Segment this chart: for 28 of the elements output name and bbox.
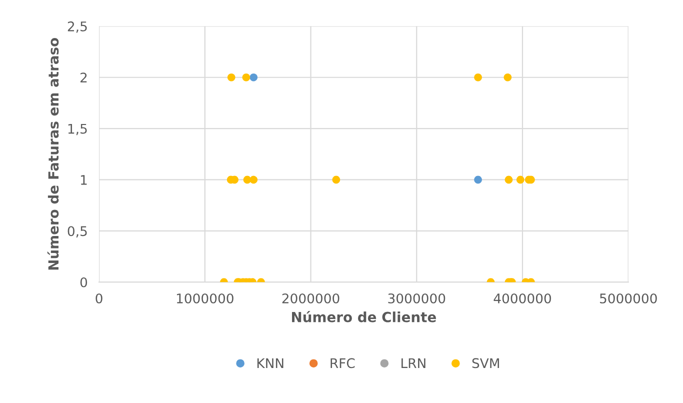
point (474, 73, 482, 82)
x-tick-label: 4000000 (494, 293, 551, 304)
point (332, 176, 340, 184)
point (504, 73, 512, 82)
point (474, 176, 482, 184)
x-tick-label: 2000000 (282, 293, 340, 304)
y-tick-label: 1,5 (68, 124, 87, 136)
point (250, 176, 258, 184)
point (227, 73, 236, 82)
point (504, 176, 513, 184)
y-tick-label: 2,5 (68, 21, 87, 33)
point (250, 73, 258, 82)
legend-label: KNN (257, 358, 284, 368)
legend-label: RFC (330, 358, 355, 368)
x-tick-label: 3000000 (388, 293, 446, 304)
y-tick-label: 0 (80, 277, 88, 288)
x-tick-label: 0 (96, 293, 102, 304)
x-axis-title: Número de Cliente (292, 310, 436, 322)
y-tick-label: 0,5 (68, 226, 87, 238)
x-tick-label: 5000000 (600, 293, 657, 304)
point (516, 176, 524, 184)
point (242, 73, 250, 82)
y-axis-title: Número de Faturas em atraso (47, 38, 59, 270)
y-tick-label: 2 (80, 72, 87, 82)
y-tick-label: 1 (80, 175, 87, 185)
legend-label: SVM (472, 358, 499, 368)
legend-label: LRN (402, 358, 426, 368)
x-tick-label: 1000000 (176, 293, 234, 304)
